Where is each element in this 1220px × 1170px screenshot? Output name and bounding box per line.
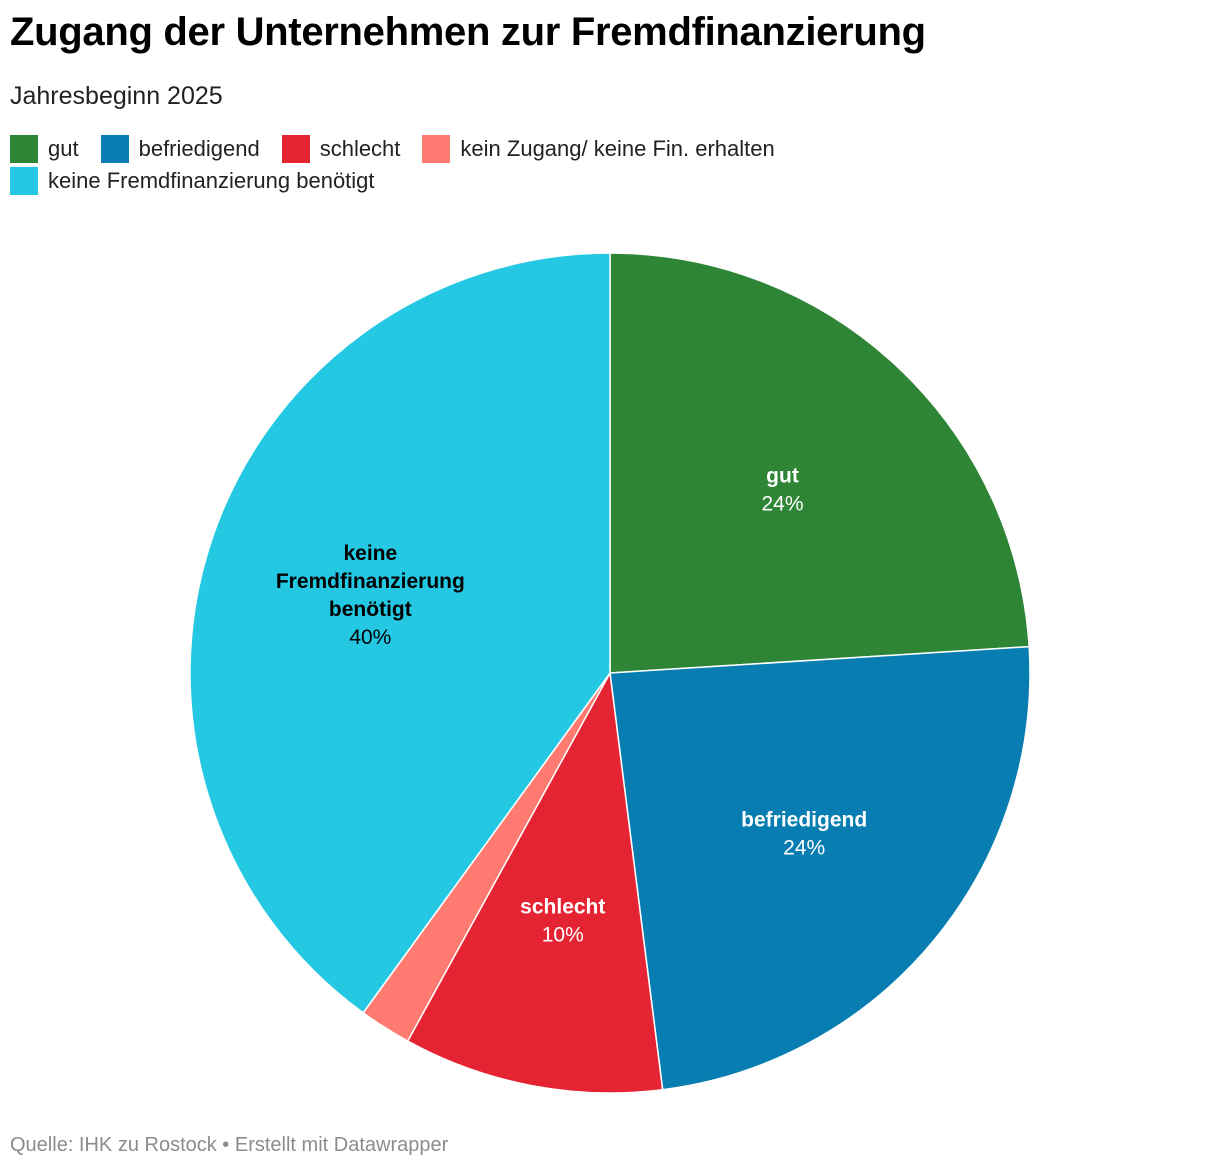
chart-legend: gut befriedigend schlecht kein Zugang/ k… [10,133,1010,197]
legend-swatch-kein-zugang [422,135,451,163]
legend-label-schlecht: schlecht [319,136,401,161]
legend-item-kein-zugang: kein Zugang/ keine Fin. erhalten [422,135,775,163]
pie-label-schlecht: schlecht 10% [520,896,605,947]
chart-source: Quelle: IHK zu Rostock • Erstellt mit Da… [10,1134,449,1156]
pie-label-name: befriedigend [741,809,867,832]
pie-slices [189,252,1031,1094]
legend-swatch-gut [10,135,38,163]
legend-item-keine-fremdfinanzierung: keine Fremdfinanzierung benötigt [10,167,375,195]
legend-swatch-schlecht [281,135,310,163]
pie-label-name: Fremdfinanzierung [276,570,465,593]
legend-label-keine-fremdfinanzierung: keine Fremdfinanzierung benötigt [48,168,375,193]
pie-label-befriedigend: befriedigend 24% [741,809,867,860]
pie-label-value: 24% [761,492,803,515]
pie-slice-keine-fremdfinanzierung-ben-tigt [189,252,611,1014]
pie-slice-schlecht [406,670,664,1094]
legend-item-schlecht: schlecht [281,135,401,163]
legend-item-gut: gut [10,135,79,163]
legend-swatch-keine-fremdfinanzierung [10,167,38,195]
chart-subtitle: Jahresbeginn 2025 [10,82,223,110]
pie-labels: gut 24% befriedigend 24% schlecht 10% keine Fre… [276,464,867,946]
legend-row: gut befriedigend schlecht kein Zugang/ k… [10,133,1010,165]
pie-chart: gut 24% befriedigend 24% schlecht 10% keine Fre… [189,252,1031,1094]
pie-slice-befriedigend [609,645,1031,1091]
pie-label-name: keine [343,542,397,565]
legend-label-befriedigend: befriedigend [138,136,260,161]
legend-row: keine Fremdfinanzierung benötigt [10,165,1010,197]
pie-label-name: schlecht [520,896,605,919]
pie-slice-gut [609,252,1030,674]
pie-label-gut: gut 24% [761,464,803,515]
legend-item-befriedigend: befriedigend [100,135,260,163]
pie-label-value: 40% [349,626,391,649]
legend-swatch-befriedigend [100,135,129,163]
pie-label-value: 10% [542,924,584,947]
legend-label-gut: gut [48,136,79,161]
pie-label-keine-fremdfinanzierung-ben-tigt: keine Fremdfinanzierung benötigt 40% [276,542,465,649]
pie-label-name: gut [766,464,799,487]
pie-label-value: 24% [783,837,825,860]
chart-title: Zugang der Unternehmen zur Fremdfinanzie… [10,10,926,54]
legend-label-kein-zugang: kein Zugang/ keine Fin. erhalten [460,136,775,161]
pie-label-name: benötigt [329,598,412,621]
